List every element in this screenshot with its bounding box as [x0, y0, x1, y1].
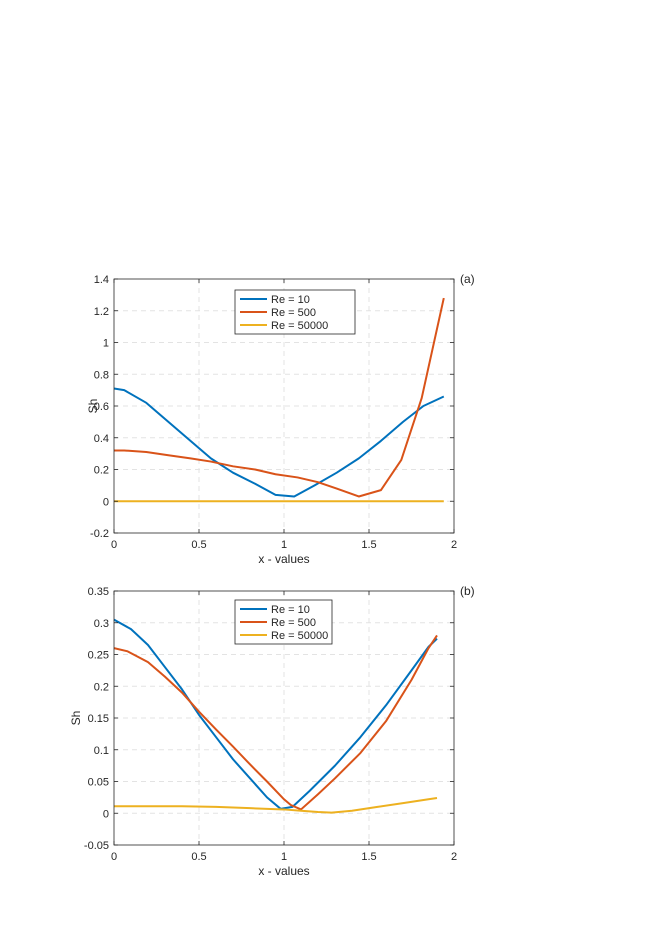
legend-entry-3: Re = 50000: [271, 630, 328, 642]
y-tick-label: 1.2: [94, 306, 109, 318]
x-tick-label: 2: [451, 539, 457, 551]
y-tick-label: 0.1: [94, 745, 109, 757]
chart-panel-a: 0 0.5 1 1.5 2-0.200.20.40.60.811.21.4x - val…: [86, 272, 475, 566]
y-axis-label: Sh: [69, 711, 83, 726]
y-tick-label: 1.4: [94, 274, 109, 286]
x-tick-label: 0: [111, 851, 117, 863]
y-tick-label: 0: [103, 808, 109, 820]
y-tick-label: 0.25: [88, 650, 109, 662]
series-line-1: [113, 618, 438, 810]
y-tick-label: 0: [103, 496, 109, 508]
y-tick-label: 0.4: [94, 433, 109, 445]
x-tick-label: 1.5: [361, 539, 376, 551]
legend-entry-3: Re = 50000: [271, 320, 328, 332]
chart-panel-b: 0 0.5 1 1.5 2-0.0500.050.10.150.20.250.30.35…: [69, 584, 475, 878]
y-tick-label: 0.8: [94, 369, 109, 381]
y-tick-label: 0.35: [88, 586, 109, 598]
legend-entry-2: Re = 500: [271, 617, 316, 629]
series-line-1: [113, 387, 445, 498]
panel-label: (b): [460, 584, 475, 598]
x-tick-label: 0: [111, 539, 117, 551]
series-line-2: [113, 634, 438, 811]
y-tick-label: -0.05: [84, 840, 109, 852]
x-tick-label: 1.5: [361, 851, 376, 863]
x-tick-label: 2: [451, 851, 457, 863]
series-line-2: [114, 297, 445, 498]
x-tick-label: 0.5: [191, 851, 206, 863]
y-tick-label: 0.05: [88, 777, 109, 789]
y-tick-label: 0.3: [94, 618, 109, 630]
y-tick-label: 1: [103, 338, 109, 350]
x-axis-label: x - values: [258, 552, 309, 566]
series-line-3: [114, 797, 438, 814]
y-tick-label: 0.15: [88, 713, 109, 725]
x-tick-label: 1: [281, 539, 287, 551]
panel-label: (a): [460, 272, 475, 286]
y-axis-label: Sh: [86, 399, 100, 414]
legend-entry-1: Re = 10: [271, 294, 310, 306]
x-tick-label: 1: [281, 851, 287, 863]
x-axis-label: x - values: [258, 864, 309, 878]
y-tick-label: 0.6: [94, 401, 109, 413]
x-tick-label: 0.5: [191, 539, 206, 551]
y-tick-label: 0.2: [94, 465, 109, 477]
legend-box: [234, 289, 356, 335]
legend-entry-1: Re = 10: [271, 604, 310, 616]
y-tick-label: -0.2: [90, 528, 109, 540]
legend-entry-2: Re = 500: [271, 307, 316, 319]
y-tick-label: 0.2: [94, 681, 109, 693]
